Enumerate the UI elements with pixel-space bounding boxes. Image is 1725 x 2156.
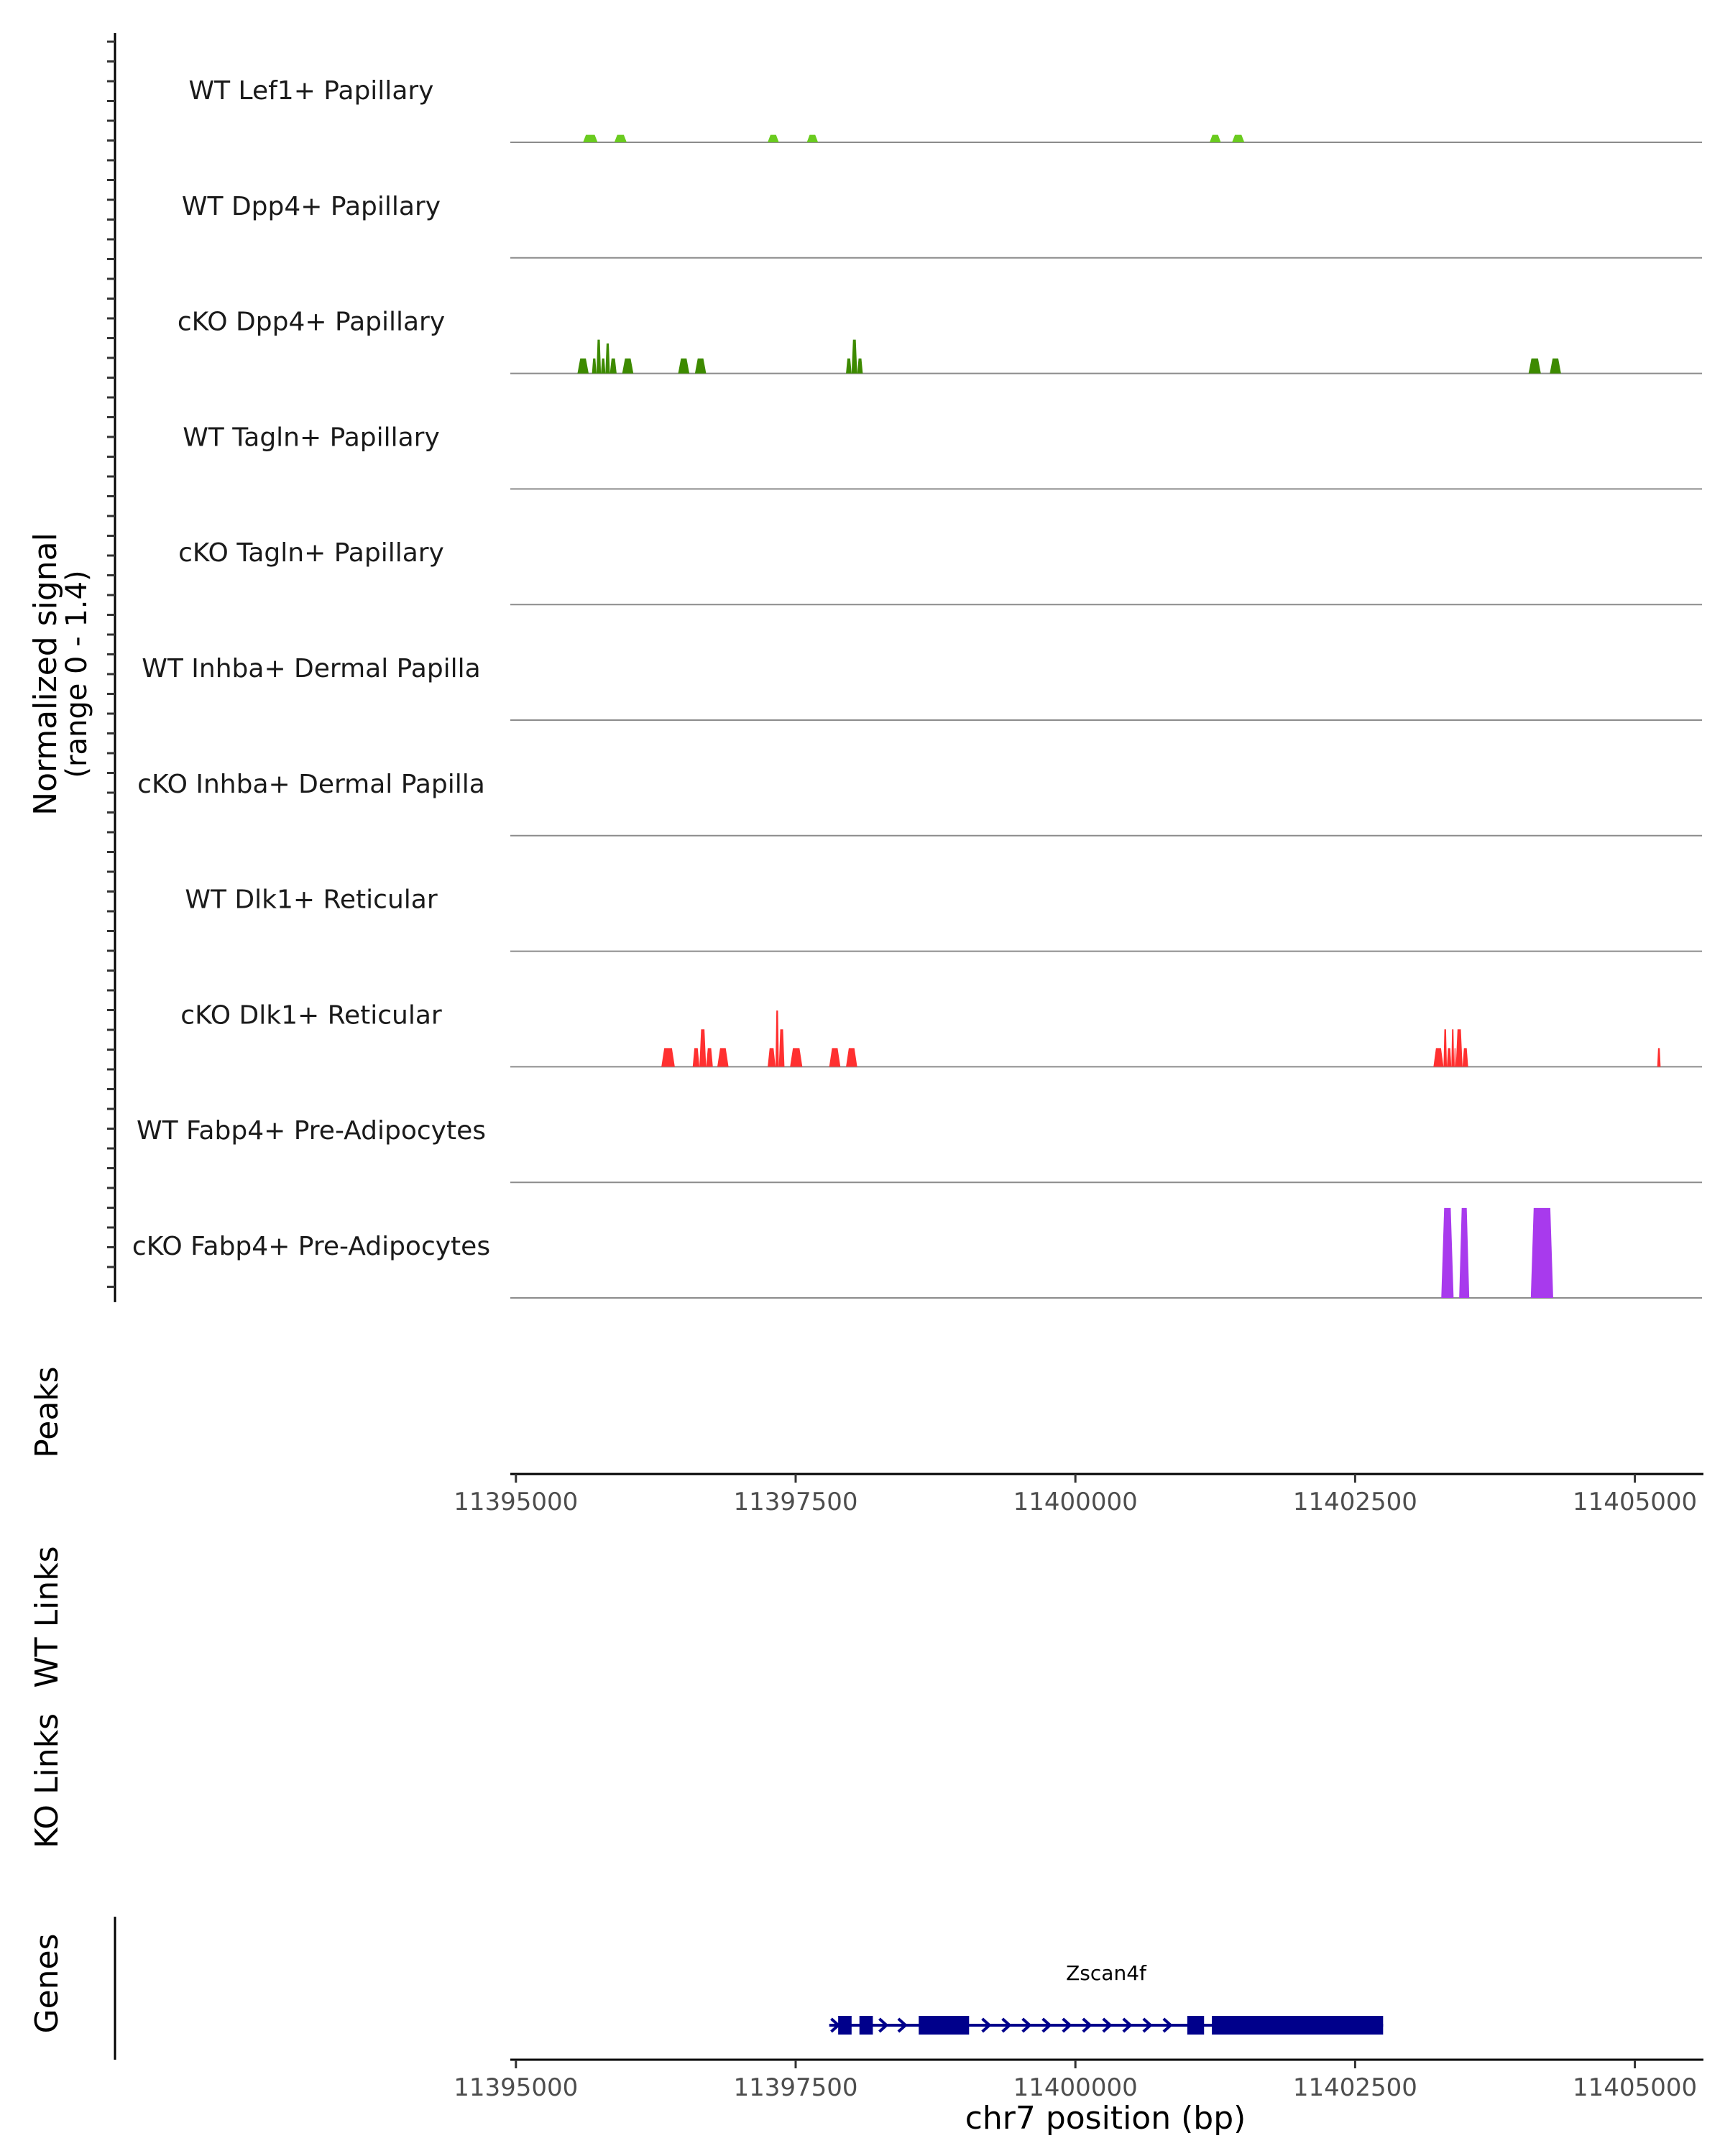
signal-peak xyxy=(857,358,863,374)
signal-peak xyxy=(768,134,779,142)
signal-peak xyxy=(846,358,852,374)
signal-peak xyxy=(596,339,602,374)
x-axis-tick-label: 11395000 xyxy=(454,1488,578,1516)
signal-peak xyxy=(768,1048,776,1067)
gene-strand-arrow xyxy=(1062,2017,1072,2033)
gene-strand-arrow xyxy=(1041,2017,1052,2033)
signal-peak xyxy=(614,134,627,142)
signal-peak xyxy=(1454,1048,1456,1067)
y-axis-ticks xyxy=(107,40,115,1288)
gene-exon xyxy=(1187,2016,1205,2035)
signal-peak xyxy=(1462,1048,1468,1067)
gene-exon xyxy=(919,2016,970,2035)
y-axis-range-label: (range 0 - 1.4) xyxy=(60,570,93,778)
track-label: cKO Inhba+ Dermal Papilla xyxy=(137,770,485,799)
x-axis-label: chr7 position (bp) xyxy=(965,2100,1246,2137)
signal-peak xyxy=(1459,1207,1470,1298)
gene-strand-arrow xyxy=(830,2017,841,2033)
gene-exon xyxy=(838,2016,852,2035)
signal-peak xyxy=(583,134,598,142)
signal-peak xyxy=(1441,1207,1454,1298)
signal-peak xyxy=(1433,1048,1444,1067)
signal-peak xyxy=(694,358,707,374)
signal-peak xyxy=(717,1048,729,1067)
gene-strand-arrow xyxy=(1102,2017,1113,2033)
wt-links-label: WT Links xyxy=(29,1546,65,1687)
signal-peak xyxy=(851,339,857,374)
signal-peak xyxy=(829,1048,841,1067)
track-label: cKO Dpp4+ Papillary xyxy=(178,308,445,337)
signal-peak xyxy=(1530,1207,1553,1298)
signal-peak xyxy=(1528,358,1541,374)
signal-peak xyxy=(699,1029,707,1067)
signal-peak xyxy=(1455,1029,1463,1067)
signal-peak xyxy=(775,1010,779,1067)
signal-peak xyxy=(678,358,690,374)
track-labels: WT Lef1+ Papillary WT Dpp4+ Papillary cKO … xyxy=(132,76,490,1261)
track-peaks xyxy=(577,134,1661,1298)
track-label: cKO Dlk1+ Reticular xyxy=(180,1000,442,1030)
gene-strand-arrow xyxy=(1142,2017,1153,2033)
signal-peak xyxy=(806,134,819,142)
signal-peak xyxy=(1443,1029,1448,1067)
track-label: WT Dpp4+ Papillary xyxy=(182,192,441,221)
x-axis-tick-label: 11395000 xyxy=(454,2073,578,2102)
track-label: WT Lef1+ Papillary xyxy=(189,76,434,106)
signal-peak xyxy=(1657,1048,1661,1067)
gene-strand-arrow xyxy=(1162,2017,1173,2033)
track-label: WT Inhba+ Dermal Papilla xyxy=(142,654,480,683)
genes-x-axis: 11395000 11397500 11400000 11402500 11405000 xyxy=(454,2060,1697,2102)
track-label: cKO Fabp4+ Pre-Adipocytes xyxy=(132,1232,490,1261)
x-axis-tick-label: 11405000 xyxy=(1573,2073,1697,2102)
signal-peak xyxy=(605,343,610,374)
signal-peak xyxy=(661,1048,675,1067)
gene-exon xyxy=(1212,2016,1384,2035)
x-axis-tick-label: 11405000 xyxy=(1573,1488,1697,1516)
signal-peak xyxy=(610,358,617,374)
signal-peak xyxy=(706,1048,713,1067)
x-axis-tick-label: 11400000 xyxy=(1013,1488,1138,1516)
track-label: WT Dlk1+ Reticular xyxy=(185,885,437,915)
track-baselines xyxy=(510,142,1702,1299)
track-label: WT Fabp4+ Pre-Adipocytes xyxy=(137,1116,486,1146)
signal-peak xyxy=(1550,358,1561,374)
signal-peak xyxy=(790,1048,803,1067)
gene-strand-arrow xyxy=(1021,2017,1032,2033)
signal-peak xyxy=(1447,1048,1452,1067)
track-label: cKO Tagln+ Papillary xyxy=(178,538,444,568)
gene-track: Zscan4f xyxy=(829,1961,1384,2035)
signal-peak xyxy=(577,358,589,374)
gene-strand-arrow xyxy=(1122,2017,1133,2033)
signal-peak xyxy=(1232,134,1245,142)
gene-strand-arrow xyxy=(878,2017,889,2033)
gene-strand-arrow xyxy=(1001,2017,1012,2033)
genes-label: Genes xyxy=(29,1933,65,2033)
signal-peak xyxy=(601,358,606,374)
ko-links-label: KO Links xyxy=(29,1713,65,1848)
signal-peak xyxy=(692,1048,700,1067)
y-axis-label: Normalized signal xyxy=(27,533,64,816)
track-label: WT Tagln+ Papillary xyxy=(183,423,440,452)
signal-peak xyxy=(1451,1029,1455,1067)
signal-peak xyxy=(778,1029,785,1067)
gene-exon xyxy=(859,2016,873,2035)
signal-peak xyxy=(592,358,597,374)
gene-name-label: Zscan4f xyxy=(1066,1961,1147,1985)
gene-strand-arrow xyxy=(897,2017,908,2033)
peaks-label: Peaks xyxy=(29,1366,65,1457)
gene-strand-arrow xyxy=(1082,2017,1092,2033)
peaks-x-axis: 11395000 11397500 11400000 11402500 11405000 xyxy=(454,1474,1697,1516)
signal-peak xyxy=(1210,134,1221,142)
x-axis-tick-label: 11402500 xyxy=(1293,2073,1417,2102)
x-axis-tick-label: 11397500 xyxy=(733,2073,857,2102)
x-axis-tick-label: 11400000 xyxy=(1013,2073,1138,2102)
signal-peak xyxy=(622,358,634,374)
x-axis-tick-label: 11402500 xyxy=(1293,1488,1417,1516)
signal-peak xyxy=(846,1048,857,1067)
gene-strand-arrow xyxy=(981,2017,992,2033)
x-axis-tick-label: 11397500 xyxy=(733,1488,857,1516)
